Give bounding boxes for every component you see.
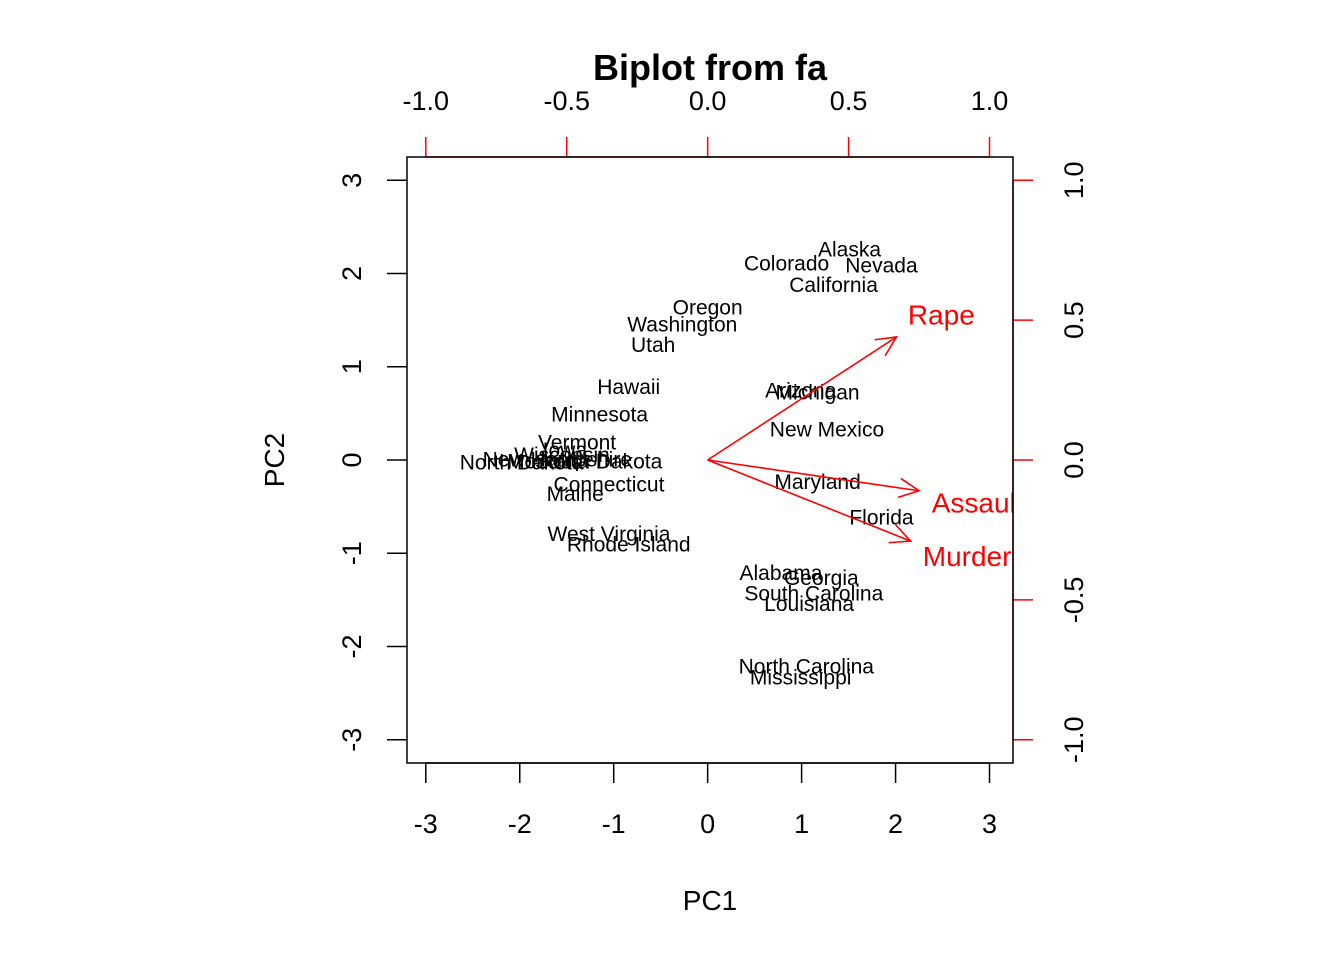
state-label: Hawaii xyxy=(597,376,660,399)
x-axis-label: PC1 xyxy=(683,885,737,916)
right-tick-label: 0.0 xyxy=(1059,441,1089,479)
loading-arrowhead xyxy=(897,477,921,499)
state-label: Louisiana xyxy=(764,593,854,616)
right-tick-label: -0.5 xyxy=(1059,577,1089,624)
state-label: North Dakota xyxy=(460,451,584,474)
loading-label: Assault xyxy=(932,488,1024,519)
state-label: Oregon xyxy=(673,297,743,320)
state-label: West Virginia xyxy=(548,523,671,546)
y-tick-label: 0 xyxy=(337,452,367,467)
loading-arrowhead xyxy=(888,524,913,544)
state-label: Mississippi xyxy=(750,667,852,690)
y-tick-label: 3 xyxy=(337,173,367,188)
state-label: South Dakota xyxy=(535,450,663,473)
state-label: North Carolina xyxy=(739,655,875,678)
state-label: Alabama xyxy=(739,562,822,585)
right-tick-label: 1.0 xyxy=(1059,162,1089,200)
state-label: Arizona xyxy=(765,379,837,402)
loading-label: Rape xyxy=(908,300,975,331)
state-label: Maryland xyxy=(774,471,860,494)
state-label: California xyxy=(789,274,878,297)
x-tick-label: 3 xyxy=(982,809,997,839)
y-tick-label: -1 xyxy=(337,541,367,565)
loading-arrow xyxy=(707,336,897,461)
y-tick-label: 2 xyxy=(337,266,367,281)
right-tick-label: -1.0 xyxy=(1059,716,1089,763)
x-tick-label: -1 xyxy=(602,809,626,839)
y-tick-label: 1 xyxy=(337,359,367,374)
top-tick-label: -0.5 xyxy=(543,86,590,116)
state-label: Michigan xyxy=(776,381,860,404)
state-label: Iowa xyxy=(543,439,588,462)
state-label: Florida xyxy=(849,506,914,529)
state-label: Maine xyxy=(547,483,604,506)
state-label: Nevada xyxy=(845,255,918,278)
state-label: New Hampshire xyxy=(483,448,632,471)
x-tick-label: 2 xyxy=(888,809,903,839)
y-tick-label: -3 xyxy=(337,728,367,752)
x-tick-label: -2 xyxy=(508,809,532,839)
plot-frame xyxy=(406,156,1014,764)
state-label: Montana xyxy=(507,450,589,473)
loading-arrowhead xyxy=(874,335,899,357)
top-tick-label: -1.0 xyxy=(403,86,450,116)
right-tick-label: 0.5 xyxy=(1059,301,1089,339)
top-tick-label: 0.5 xyxy=(830,86,868,116)
state-label: New Mexico xyxy=(770,419,884,442)
state-label: Alaska xyxy=(818,239,881,262)
state-label: Vermont xyxy=(538,432,616,455)
chart-title: Biplot from fa xyxy=(593,47,828,88)
state-label: Colorado xyxy=(744,253,829,276)
x-tick-label: 1 xyxy=(794,809,809,839)
top-tick-label: 0.0 xyxy=(689,86,727,116)
y-axis-label: PC2 xyxy=(259,433,290,487)
state-label: South Carolina xyxy=(744,583,883,606)
state-label: Wisconsin xyxy=(514,444,610,467)
loading-arrow xyxy=(707,459,920,492)
state-label: Rhode Island xyxy=(567,533,691,556)
state-label: Connecticut xyxy=(554,474,665,497)
state-label: Utah xyxy=(631,334,675,357)
state-label: Georgia xyxy=(784,567,859,590)
top-tick-label: 1.0 xyxy=(971,86,1009,116)
x-tick-label: -3 xyxy=(414,809,438,839)
loading-arrows-layer: Rape Assault Murder xyxy=(707,300,1024,572)
state-label: Washington xyxy=(627,313,737,336)
state-label: Minnesota xyxy=(551,404,648,427)
y-tick-label: -2 xyxy=(337,634,367,658)
x-tick-label: 0 xyxy=(700,809,715,839)
loading-label: Murder xyxy=(923,541,1012,572)
loading-arrow xyxy=(707,459,911,542)
